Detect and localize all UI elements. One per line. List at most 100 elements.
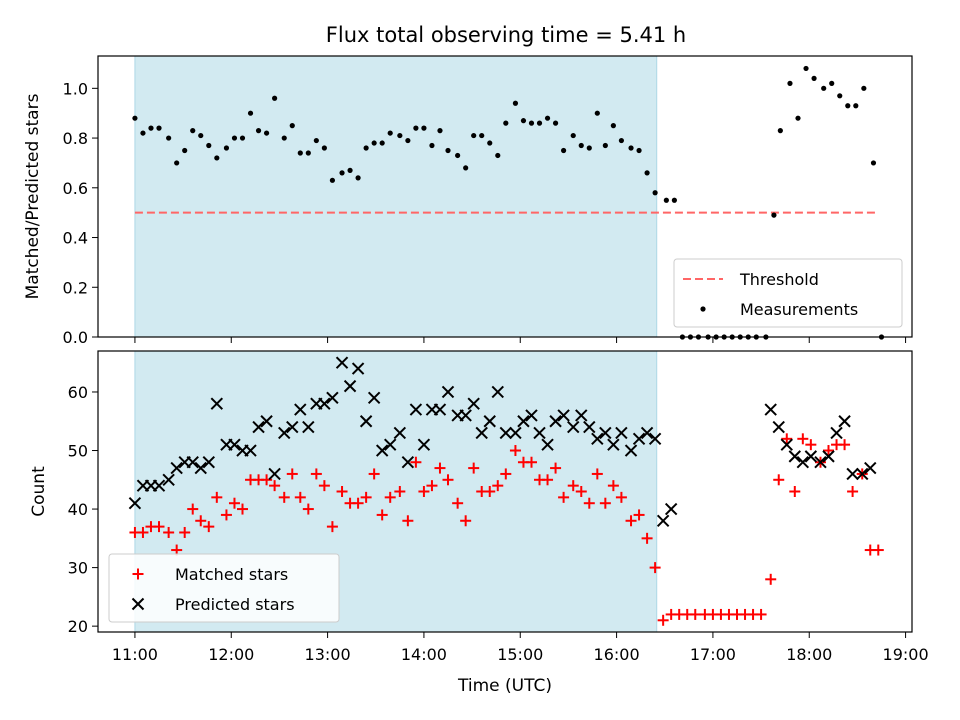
predicted-star-point <box>260 415 273 428</box>
measurement-point <box>405 137 411 144</box>
y-axis-ticks-top: 0.0 0.2 0.4 0.6 0.8 1.0 <box>63 79 98 347</box>
predicted-star-point <box>509 426 522 440</box>
y-tick-label: 0.4 <box>63 229 88 248</box>
predicted-star-point <box>335 356 349 369</box>
cross-b <box>375 444 389 457</box>
predicted-star-point <box>367 391 381 405</box>
observing-span-rect <box>134 55 658 338</box>
matched-star-point <box>179 526 191 538</box>
measurement-point <box>166 135 172 141</box>
measurement-point <box>297 150 303 156</box>
cross-b <box>780 438 793 451</box>
cross-b <box>804 450 818 463</box>
measurement-point <box>644 170 650 176</box>
measurement-point <box>313 137 319 144</box>
measurement-point <box>861 85 867 91</box>
y-axis-label-bottom: Count <box>29 466 49 517</box>
predicted-star-point <box>780 438 793 451</box>
measurement-point <box>148 125 154 131</box>
legend-matched-label: Matched stars <box>175 565 288 584</box>
matched-star-point <box>755 608 767 620</box>
predicted-star-point <box>846 467 859 481</box>
measurement-point <box>421 125 427 131</box>
cross-b <box>228 438 241 451</box>
matched-star-point <box>195 515 207 527</box>
cross-b <box>260 415 273 428</box>
matched-star-point <box>452 497 464 509</box>
predicted-star-point <box>483 415 496 428</box>
y-tick-label: 1.0 <box>63 79 88 98</box>
cross-b <box>533 426 546 440</box>
measurement-point <box>132 115 138 121</box>
predicted-star-point <box>549 415 562 428</box>
cross-b <box>475 426 488 440</box>
measurement-point <box>329 177 336 183</box>
predicted-star-point <box>864 461 877 475</box>
matched-star-point <box>765 573 777 585</box>
predicted-star-point <box>278 426 291 440</box>
matched-star-point <box>336 486 348 497</box>
measurement-point <box>570 132 576 139</box>
chart-title: Flux total observing time = 5.41 h <box>326 23 686 47</box>
measurement-point <box>544 115 551 121</box>
matched-star-point <box>261 474 273 486</box>
predicted-star-point <box>814 456 827 469</box>
cross-b <box>822 450 835 463</box>
cross-b <box>302 420 315 434</box>
predicted-star-point <box>822 450 835 463</box>
predicted-star-point <box>772 420 785 434</box>
measurement-point <box>339 170 345 176</box>
matched-star-point <box>352 497 364 509</box>
matched-star-point <box>269 480 281 492</box>
matched-star-point <box>615 491 627 503</box>
measurement-point <box>272 95 278 101</box>
measurement-point <box>214 155 220 161</box>
legend-top: Threshold Measurements <box>673 258 903 328</box>
cross-b <box>499 426 513 440</box>
predicted-star-point <box>607 438 620 451</box>
cross-b <box>252 420 265 434</box>
measurement-point <box>397 132 403 139</box>
measurement-point <box>445 147 451 154</box>
matched-star-point <box>797 433 809 445</box>
predicted-star-point <box>318 397 331 410</box>
cross-b <box>202 456 215 469</box>
cross-b <box>549 415 562 428</box>
matched-star-point <box>410 456 422 468</box>
measurement-point <box>198 132 204 139</box>
cross-b <box>318 397 331 410</box>
matched-star-point <box>286 468 298 480</box>
measurement-point <box>536 120 543 126</box>
predicted-star-point <box>648 432 662 446</box>
measurement-point <box>811 75 817 81</box>
measurement-point <box>561 147 567 154</box>
predicted-star-point <box>302 420 315 434</box>
cross-b <box>509 426 522 440</box>
matched-star-point <box>394 486 406 497</box>
measurement-point <box>239 135 246 141</box>
cross-b <box>459 409 472 422</box>
cross-b <box>210 397 224 410</box>
cross-b <box>441 385 455 399</box>
measurement-point <box>363 145 369 151</box>
measurement-point <box>495 152 501 159</box>
cross-b <box>607 438 620 451</box>
cross-b <box>846 467 859 481</box>
predicted-star-point <box>244 444 257 457</box>
cross-b <box>162 473 175 486</box>
cross-b <box>417 438 431 451</box>
predicted-star-point <box>294 403 307 416</box>
cross-b <box>393 426 407 440</box>
predicted-star-point <box>499 426 513 440</box>
measurement-point <box>413 125 419 131</box>
matched-star-point <box>500 468 512 480</box>
measurement-point <box>845 103 851 109</box>
predicted-star-point <box>383 438 397 451</box>
predicted-star-point <box>210 397 224 410</box>
measurement-point <box>586 145 592 151</box>
measurement-point <box>618 137 625 144</box>
cross-b <box>615 426 628 440</box>
x-tick-label: 19:00 <box>883 645 929 664</box>
legend-measurements-label: Measurements <box>740 300 858 319</box>
measurement-point <box>289 123 295 129</box>
